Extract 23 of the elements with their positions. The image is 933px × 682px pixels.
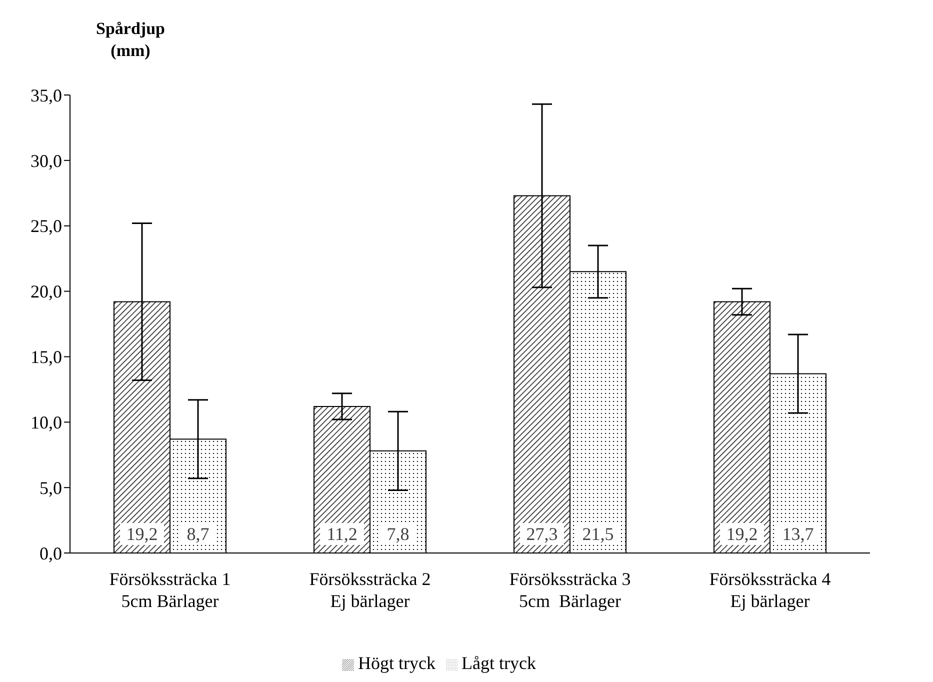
y-tick-label: 5,0 bbox=[40, 478, 62, 498]
legend-label: Högt tryck bbox=[358, 653, 436, 673]
y-tick-label: 10,0 bbox=[30, 412, 62, 433]
x-tick-label: Försökssträcka 4 Ej bärlager bbox=[709, 569, 831, 611]
y-tick-label: 20,0 bbox=[30, 282, 62, 302]
y-tick-label: 0,0 bbox=[40, 543, 62, 564]
y-tick-label: 30,0 bbox=[30, 150, 62, 171]
y-tick-label: 25,0 bbox=[30, 216, 62, 236]
data-label: 19,2 bbox=[726, 524, 758, 544]
data-label: 13,7 bbox=[782, 524, 814, 544]
data-label: 19,2 bbox=[126, 524, 158, 544]
y-axis-title: Spårdjup (mm) bbox=[96, 18, 165, 62]
x-tick-label: Försökssträcka 1 5cm Bärlager bbox=[109, 569, 231, 611]
y-tick-label: 15,0 bbox=[30, 347, 62, 368]
data-label: 21,5 bbox=[582, 524, 614, 544]
data-label: 11,2 bbox=[326, 524, 358, 544]
data-label: 27,3 bbox=[526, 524, 558, 544]
legend-label: Lågt tryck bbox=[462, 653, 536, 673]
y-tick-label: 35,0 bbox=[30, 85, 62, 106]
x-tick-label: Försökssträcka 3 5cm Bärlager bbox=[509, 569, 631, 611]
x-tick-label: Försökssträcka 2 Ej bärlager bbox=[309, 569, 431, 611]
data-label: 7,8 bbox=[386, 524, 410, 544]
data-label: 8,7 bbox=[186, 524, 210, 544]
